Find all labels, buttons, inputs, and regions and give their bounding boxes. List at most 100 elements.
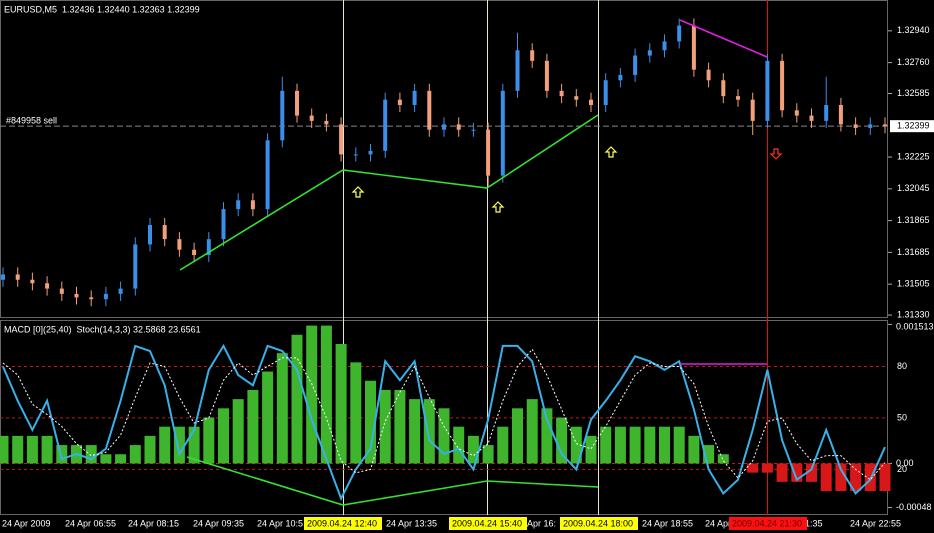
candle-body <box>118 288 123 294</box>
macd-bar <box>335 343 347 464</box>
macd-bar <box>688 435 700 464</box>
macd-bar <box>526 399 538 464</box>
macd-bar <box>629 426 641 464</box>
macd-bar <box>614 426 626 464</box>
candle-body <box>295 90 299 116</box>
trend-line <box>679 19 768 58</box>
price-layer: 1.32940 1.32760 1.32585 1.32225 1.32045 1.318… <box>0 18 934 319</box>
y-tick-label: 1.31330 <box>897 309 930 319</box>
macd-bar <box>218 408 229 464</box>
macd-bar <box>100 454 112 464</box>
candle-body <box>383 99 388 151</box>
candle-body <box>486 129 491 176</box>
macd-bar <box>379 389 391 464</box>
candle-body <box>559 90 564 97</box>
candle-body <box>530 50 535 61</box>
y-tick-label: 50 <box>897 412 907 422</box>
candle-body <box>809 115 814 121</box>
candle-body <box>647 50 652 56</box>
macd-bar <box>541 408 553 464</box>
candle-body <box>442 124 446 130</box>
y-tick-label: 1.32585 <box>897 88 930 98</box>
candle-body <box>574 96 579 100</box>
trend-lines <box>179 19 768 506</box>
candle-body <box>15 274 20 280</box>
candle-body <box>794 110 799 116</box>
macd-bar <box>747 463 759 473</box>
macd-bar <box>291 334 303 464</box>
sell-arrow <box>769 148 783 160</box>
trend-line <box>186 456 599 506</box>
candle-body <box>148 225 152 245</box>
y-tick-label: 20 <box>897 464 907 474</box>
candle-body <box>324 120 329 125</box>
candle-body <box>427 90 432 130</box>
macd-bar <box>644 426 656 464</box>
candle-body <box>353 154 358 156</box>
candle-body <box>236 200 241 210</box>
signal-arrows <box>351 146 783 213</box>
candle-body <box>45 283 50 289</box>
buy-arrow <box>491 201 505 213</box>
candle-body <box>721 80 726 97</box>
macd-bar <box>306 325 318 464</box>
candle-body <box>221 209 226 240</box>
macd-bar <box>467 435 479 464</box>
price-panel <box>0 0 888 318</box>
macd-bar <box>806 463 817 482</box>
macd-bar <box>850 463 862 492</box>
candle-body <box>280 90 285 141</box>
macd-bar <box>585 435 597 464</box>
macd-bar <box>173 426 185 464</box>
macd-bar <box>85 445 97 464</box>
macd-bar <box>423 399 435 464</box>
stoch-main <box>2 343 886 502</box>
price-badge-label: 1.32399 <box>897 121 930 131</box>
macd-bar <box>761 463 773 473</box>
macd-bar <box>556 417 568 464</box>
time-label: 24 Apr 08:15 <box>128 518 179 528</box>
macd-bar <box>56 445 68 464</box>
candle-body <box>456 124 461 130</box>
macd-bar <box>320 325 332 464</box>
candle-body <box>736 96 740 100</box>
trend-line <box>179 114 599 271</box>
candle-body <box>30 279 35 284</box>
indicator-layer: 80 50 20 0.001513 0.00 -0.00048 <box>0 321 934 512</box>
macd-bar <box>659 426 670 464</box>
candle-body <box>515 50 520 91</box>
cursor-badge <box>449 517 527 530</box>
macd-bar <box>600 426 612 464</box>
time-label: 24 Apr 09:35 <box>193 518 244 528</box>
order-label: #849958 sell <box>6 115 57 125</box>
buy-arrow <box>604 146 618 158</box>
macd-bar <box>41 435 53 464</box>
macd-bar <box>144 435 156 464</box>
macd-bar <box>673 426 685 464</box>
y-tick-label: 1.32940 <box>897 25 930 35</box>
symbol-line: EURUSD,M5 1.32436 1.32440 1.32363 1.3239… <box>4 4 200 14</box>
macd-bar <box>879 463 891 492</box>
time-label: 24 Apr 22:55 <box>850 518 901 528</box>
macd-bar <box>864 463 876 492</box>
candle-body <box>780 60 785 111</box>
time-label: 1:35 <box>805 518 823 528</box>
stoch-signal <box>2 348 886 481</box>
candle-body <box>265 140 270 210</box>
y-tick-label: 80 <box>897 361 907 371</box>
macd-bar <box>159 426 171 464</box>
candle-body <box>1 274 5 280</box>
time-label: 24 Apr 06:55 <box>65 518 116 528</box>
candle-body <box>853 124 858 128</box>
cursor-label: 2009.04.24 15:40 <box>452 518 522 528</box>
y2-tick-label: 0.001513 <box>896 321 934 331</box>
macd-bar <box>482 445 494 464</box>
macd-bar <box>203 417 215 464</box>
price-badge <box>890 120 934 133</box>
y-tick-label: 1.31505 <box>897 279 930 289</box>
candle-body <box>103 293 108 300</box>
cursor-label: 2009.04.24 21:30 <box>732 518 802 528</box>
time-label: Apr 16: <box>527 518 556 528</box>
